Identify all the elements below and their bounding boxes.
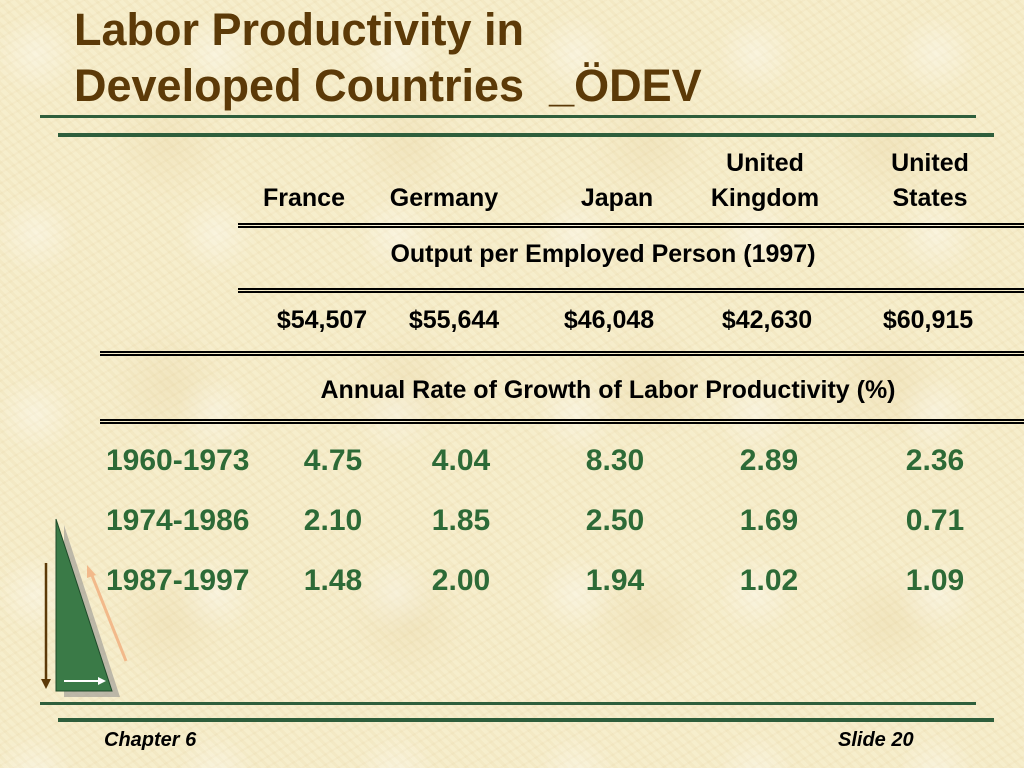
growth-value-japan: 1.94 (585, 564, 645, 597)
row-period: 1960-1973 (106, 444, 250, 477)
triangle-arrows-icon (41, 518, 128, 697)
col-header-united-states: United States (891, 149, 969, 212)
output-value-japan: $46,048 (563, 306, 655, 334)
header-rule-1 (238, 223, 1024, 225)
header-rule-2 (238, 226, 1024, 228)
growth-caption-rule-top-2 (100, 354, 1024, 356)
growth-caption-rule-top-1 (100, 351, 1024, 353)
footer-divider-thick (58, 718, 994, 722)
output-caption-rule-1 (238, 288, 1024, 290)
col-header-germany: Germany (389, 184, 499, 212)
output-value-united-states: $60,915 (882, 306, 974, 334)
growth-value-united-kingdom: 1.02 (739, 564, 799, 597)
growth-value-france: 2.10 (303, 504, 363, 537)
output-value-united-kingdom: $42,630 (721, 306, 813, 334)
output-value-germany: $55,644 (408, 306, 500, 334)
col-header-france: France (263, 184, 345, 212)
growth-value-france: 4.75 (303, 444, 363, 477)
growth-value-united-kingdom: 1.69 (739, 504, 799, 537)
growth-value-united-kingdom: 2.89 (739, 444, 799, 477)
growth-value-united-states: 0.71 (905, 504, 965, 537)
title-divider-thin (40, 115, 976, 118)
output-caption-rule-2 (238, 291, 1024, 293)
row-period: 1987-1997 (106, 564, 250, 597)
output-value-france: $54,507 (276, 306, 368, 334)
growth-caption-rule-bottom-1 (100, 419, 1024, 421)
footer-slide-number: Slide 20 (838, 729, 914, 751)
growth-value-france: 1.48 (303, 564, 363, 597)
footer-chapter: Chapter 6 (104, 729, 197, 751)
growth-value-united-states: 2.36 (905, 444, 965, 477)
growth-value-germany: 4.04 (431, 444, 491, 477)
col-header-united-kingdom: United Kingdom (710, 149, 820, 212)
growth-caption: Annual Rate of Growth of Labor Productiv… (320, 376, 896, 404)
growth-value-japan: 8.30 (585, 444, 645, 477)
row-period: 1974-1986 (106, 504, 250, 537)
col-header-japan: Japan (580, 184, 654, 212)
growth-caption-rule-bottom-2 (100, 422, 1024, 424)
slide-title: Labor Productivity in Developed Countrie… (74, 2, 702, 114)
growth-value-united-states: 1.09 (905, 564, 965, 597)
output-caption: Output per Employed Person (1997) (390, 240, 816, 268)
title-divider-thick (58, 133, 994, 137)
growth-value-germany: 2.00 (431, 564, 491, 597)
growth-value-japan: 2.50 (585, 504, 645, 537)
footer-divider-thin (40, 702, 976, 705)
growth-value-germany: 1.85 (431, 504, 491, 537)
slide-title-line-1: Labor Productivity in (74, 4, 525, 55)
slide-title-line-2: Developed Countries _ÖDEV (74, 60, 702, 111)
